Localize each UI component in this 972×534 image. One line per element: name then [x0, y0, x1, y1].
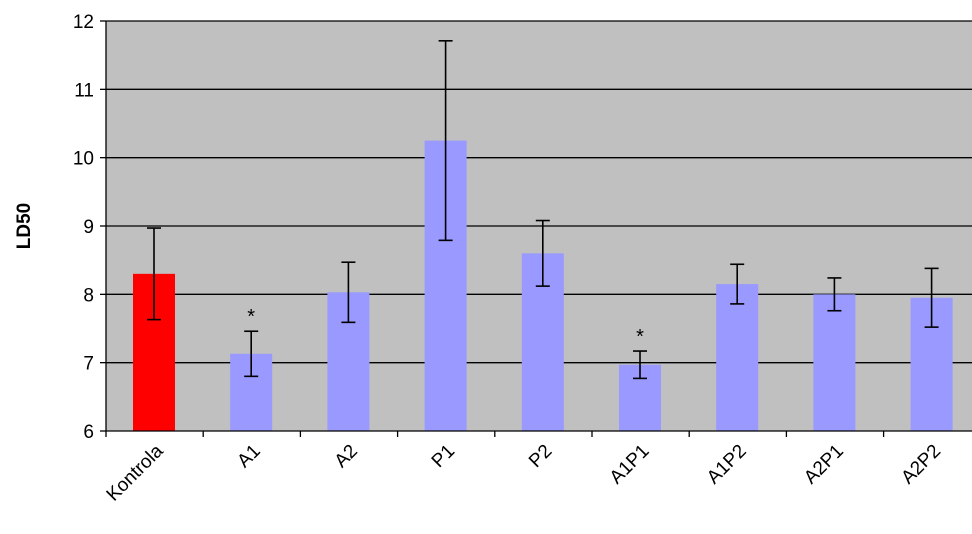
x-tick-label: Kontrola: [103, 440, 168, 505]
x-tick-label: A1: [233, 441, 264, 472]
error-bar-a2: [341, 261, 356, 324]
bar-a2p1: [813, 294, 856, 431]
significance-markers: **: [247, 306, 644, 348]
x-tick-label: A2P1: [800, 441, 848, 489]
y-tick-labels: 6 7 8 9 10 11 12: [73, 12, 94, 443]
error-bar-kontrola: [147, 227, 161, 321]
error-bar-a1p1: [633, 350, 647, 380]
error-bar-p2: [535, 219, 550, 287]
axes: [100, 20, 972, 437]
x-tick-label: A1P2: [703, 441, 751, 489]
error-bar-a1: [244, 330, 259, 378]
y-tick-label: 10: [73, 149, 94, 170]
x-tick-label: A2P2: [897, 441, 945, 489]
y-tick-label: 12: [73, 12, 94, 33]
y-tick-label: 8: [83, 285, 94, 306]
y-tick-label: 11: [74, 80, 94, 101]
y-tick-label: 9: [83, 217, 94, 238]
significance-marker-a1: *: [247, 306, 255, 328]
y-tick-label: 7: [83, 354, 94, 375]
x-tick-labels: Kontrola A1 A2 P1 P2 A1P1 A1P2 A2P1 A2P2: [103, 440, 945, 505]
error-bar-a1p2: [730, 263, 745, 305]
y-tick-label: 6: [83, 422, 94, 443]
error-bar-a2p1: [827, 277, 842, 312]
x-tick-label: A2: [331, 441, 362, 472]
x-tick-label: P1: [428, 441, 459, 472]
error-bar-p1: [438, 40, 453, 242]
significance-marker-a1p1: *: [636, 326, 644, 348]
bar-a1p2: [716, 284, 759, 431]
x-tick-label: P2: [525, 441, 556, 472]
error-bars: [147, 40, 939, 380]
y-axis-title: LD50: [14, 203, 35, 249]
error-bar-a2p2: [924, 267, 939, 328]
x-tick-label: A1P1: [606, 441, 654, 489]
